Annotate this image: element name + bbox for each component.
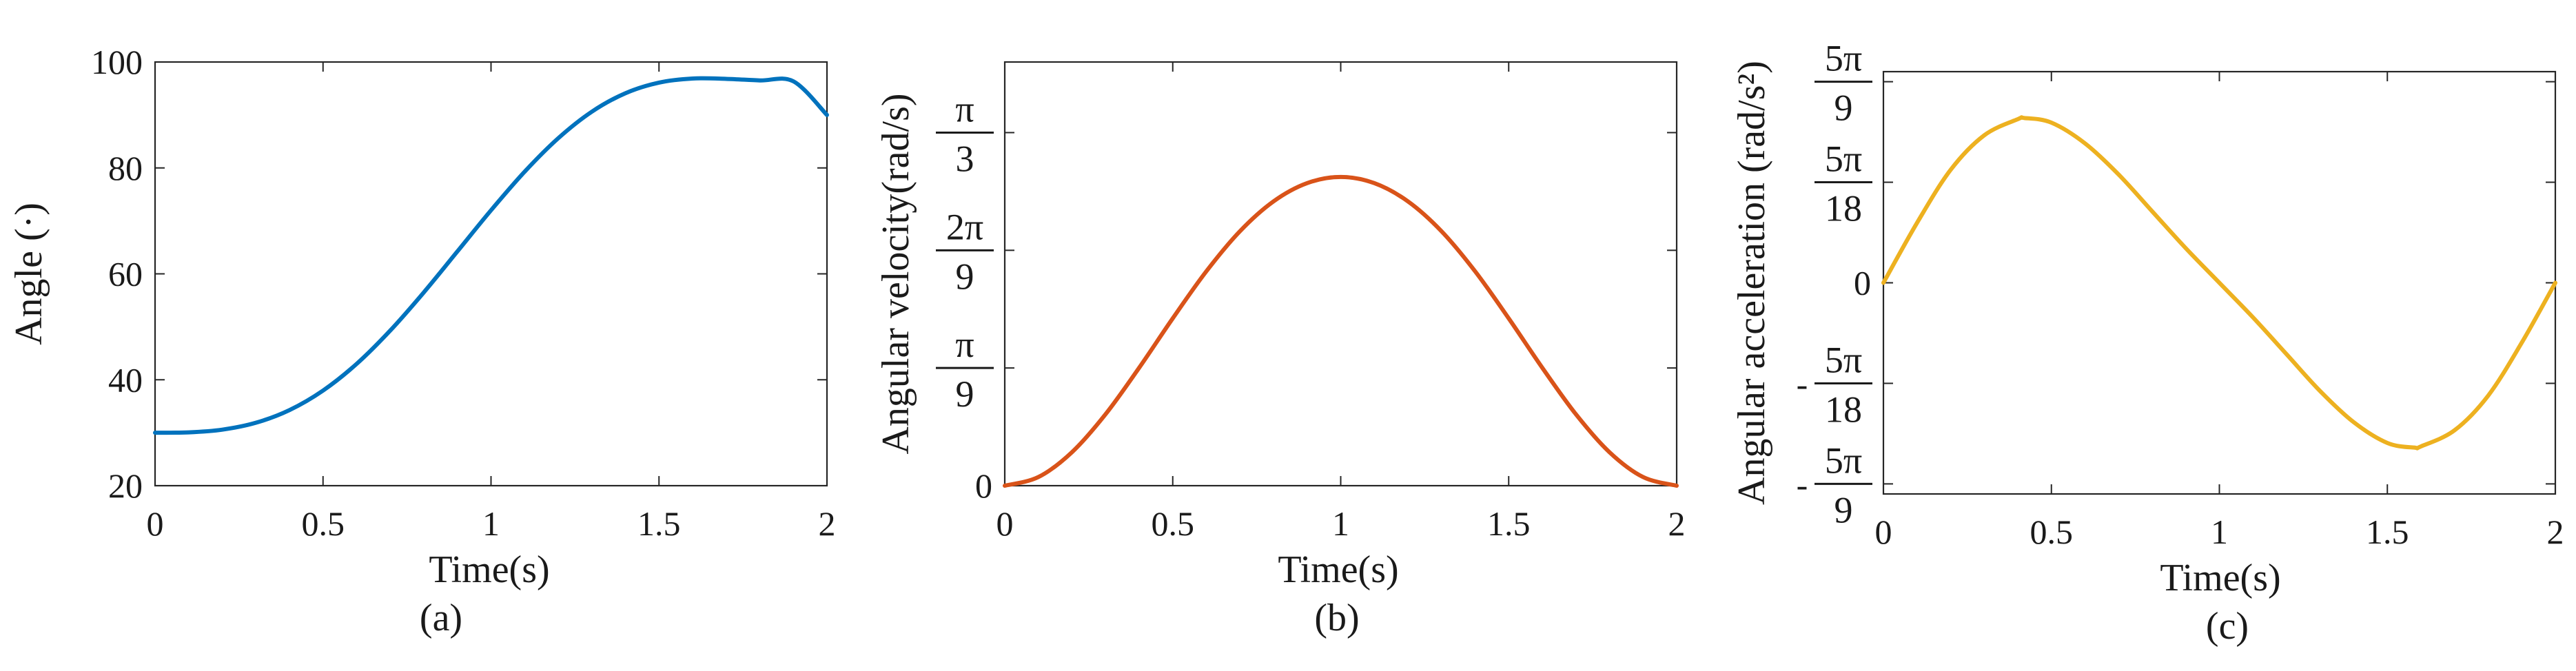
y-tick-label: 60 — [108, 255, 143, 293]
x-tick-label: 1 — [1332, 504, 1349, 543]
y-tick-fraction: 5π 18- — [1797, 339, 1872, 430]
y-tick-fraction: π9 — [936, 324, 994, 415]
series-line — [1881, 115, 2557, 451]
y-tick-denominator: 9 — [956, 256, 974, 297]
x-tick-label: 0.5 — [302, 504, 345, 543]
panel-caption: (a) — [420, 597, 462, 639]
x-tick-label: 1.5 — [1487, 504, 1531, 543]
x-axis-label: Time(s) — [1278, 548, 1398, 591]
y-tick-denominator: 9 — [1834, 87, 1853, 129]
x-tick-label: 1.5 — [2366, 513, 2409, 551]
y-tick-sign: - — [1797, 364, 1808, 403]
x-axis-label: Time(s) — [429, 548, 549, 591]
x-axis-label: Time(s) — [2160, 557, 2280, 599]
y-tick-numerator: π — [955, 324, 974, 365]
y-axis-label: Angular acceleration (rad/s²) — [1730, 61, 1773, 505]
x-tick-label: 0 — [1875, 513, 1892, 551]
y-tick-fraction: 5π 9- — [1797, 440, 1872, 530]
x-tick-label: 2 — [2547, 513, 2564, 551]
y-tick-sign: - — [1797, 465, 1808, 504]
panel-caption: (c) — [2206, 605, 2249, 648]
panel-a: 0 0.5 1 1.5 2 20 40 60 80 100 Time(s) Angle (·) (a) — [8, 43, 836, 639]
x-tick-label: 1.5 — [637, 504, 681, 543]
panel-caption: (b) — [1314, 597, 1359, 639]
y-tick-label: 0 — [975, 466, 992, 505]
y-tick-numerator: 5π — [1825, 339, 1862, 380]
y-tick-denominator: 18 — [1825, 188, 1862, 229]
x-tick-label: 1 — [2211, 513, 2228, 551]
y-axis-label: Angle (·) — [8, 203, 50, 345]
x-tick-label: 0.5 — [2030, 513, 2074, 551]
y-tick-label: 0 — [1854, 264, 1871, 302]
y-tick-denominator: 3 — [956, 138, 974, 179]
x-tick-label: 0.5 — [1152, 504, 1195, 543]
x-tick-label: 1 — [482, 504, 500, 543]
y-tick-label: 20 — [108, 466, 143, 505]
y-tick-denominator: 9 — [956, 373, 974, 415]
y-tick-label: 40 — [108, 360, 143, 399]
y-tick-denominator: 18 — [1825, 389, 1862, 430]
x-tick-label: 0 — [147, 504, 164, 543]
y-tick-denominator: 9 — [1834, 489, 1853, 530]
y-axis-label: Angular velocity(rad/s) — [875, 93, 917, 454]
plot-frame — [1003, 61, 1678, 487]
y-tick-label: 80 — [108, 149, 143, 187]
panel-c: 0 0.5 1 1.5 25π9-5π18-05π185π9Time(s)Angular… — [1730, 38, 2564, 648]
x-tick-label: 2 — [1668, 504, 1686, 543]
y-tick-fraction: π3 — [936, 88, 994, 179]
x-tick-label: 0 — [996, 504, 1014, 543]
y-tick-numerator: 5π — [1825, 38, 1862, 79]
y-tick-label: 100 — [91, 43, 143, 81]
y-tick-numerator: 2π — [946, 206, 983, 247]
series-line — [153, 76, 829, 435]
x-tick-label: 2 — [819, 504, 836, 543]
y-tick-fraction: 5π9 — [1815, 38, 1872, 129]
y-tick-numerator: π — [955, 88, 974, 130]
y-tick-numerator: 5π — [1825, 440, 1862, 481]
y-tick-fraction: 2π9 — [936, 206, 994, 297]
series-line — [1003, 174, 1679, 488]
y-tick-numerator: 5π — [1825, 138, 1862, 180]
